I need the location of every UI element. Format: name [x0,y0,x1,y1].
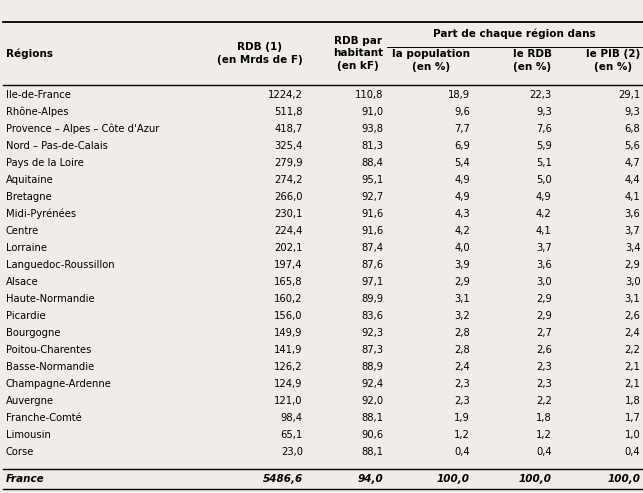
Text: 1,8: 1,8 [625,396,640,406]
Text: 165,8: 165,8 [275,277,303,287]
Text: 3,7: 3,7 [536,243,552,253]
Text: 81,3: 81,3 [361,141,383,151]
Text: 87,4: 87,4 [361,243,383,253]
Text: 2,9: 2,9 [536,294,552,304]
Text: 92,4: 92,4 [361,379,383,389]
Text: 88,9: 88,9 [361,362,383,372]
Text: 90,6: 90,6 [361,430,383,440]
Text: 3,2: 3,2 [455,311,470,321]
Text: France: France [6,474,44,484]
Text: 5,6: 5,6 [624,141,640,151]
Text: 100,0: 100,0 [437,474,470,484]
Text: 88,4: 88,4 [361,158,383,168]
Text: 3,6: 3,6 [625,209,640,219]
Text: 1,2: 1,2 [536,430,552,440]
Text: 4,9: 4,9 [536,192,552,202]
Text: 18,9: 18,9 [448,90,470,100]
Text: Part de chaque région dans: Part de chaque région dans [433,28,595,38]
Text: 97,1: 97,1 [361,277,383,287]
Text: Basse-Normandie: Basse-Normandie [6,362,94,372]
Text: 2,9: 2,9 [536,311,552,321]
Text: 4,2: 4,2 [455,226,470,236]
Text: Régions: Régions [6,48,53,59]
Text: Lorraine: Lorraine [6,243,47,253]
Text: Bretagne: Bretagne [6,192,51,202]
Text: 23,0: 23,0 [281,447,303,457]
Text: 87,3: 87,3 [361,345,383,355]
Text: 325,4: 325,4 [275,141,303,151]
Text: RDB (1)
(en Mrds de F): RDB (1) (en Mrds de F) [217,42,303,65]
Text: Nord – Pas-de-Calais: Nord – Pas-de-Calais [6,141,107,151]
Text: 2,4: 2,4 [455,362,470,372]
Text: 3,1: 3,1 [625,294,640,304]
Text: 2,3: 2,3 [455,379,470,389]
Text: 4,0: 4,0 [455,243,470,253]
Text: 6,9: 6,9 [454,141,470,151]
Text: Ile-de-France: Ile-de-France [6,90,71,100]
Text: Corse: Corse [6,447,34,457]
Text: 2,9: 2,9 [624,260,640,270]
Text: 0,4: 0,4 [625,447,640,457]
Text: RDB par
habitant
(en kF): RDB par habitant (en kF) [333,36,383,71]
Text: 2,3: 2,3 [455,396,470,406]
Text: 2,2: 2,2 [536,396,552,406]
Text: 100,0: 100,0 [519,474,552,484]
Text: 4,4: 4,4 [625,175,640,185]
Text: 5,9: 5,9 [536,141,552,151]
Text: 4,1: 4,1 [625,192,640,202]
Text: la population
(en %): la population (en %) [392,49,470,71]
Text: Haute-Normandie: Haute-Normandie [6,294,95,304]
Text: 266,0: 266,0 [275,192,303,202]
Text: 2,2: 2,2 [624,345,640,355]
Text: 4,9: 4,9 [455,175,470,185]
Text: 141,9: 141,9 [275,345,303,355]
Text: 121,0: 121,0 [275,396,303,406]
Text: Champagne-Ardenne: Champagne-Ardenne [6,379,112,389]
Text: 88,1: 88,1 [361,447,383,457]
Text: Provence – Alpes – Côte d'Azur: Provence – Alpes – Côte d'Azur [6,123,159,134]
Text: 124,9: 124,9 [275,379,303,389]
Text: Aquitaine: Aquitaine [6,175,53,185]
Text: Bourgogne: Bourgogne [6,328,60,338]
Text: 5486,6: 5486,6 [262,474,303,484]
Text: Auvergne: Auvergne [6,396,54,406]
Text: 5,1: 5,1 [536,158,552,168]
Text: 156,0: 156,0 [275,311,303,321]
Text: 2,3: 2,3 [536,379,552,389]
Text: 230,1: 230,1 [275,209,303,219]
Text: 4,9: 4,9 [455,192,470,202]
Text: 2,8: 2,8 [455,345,470,355]
Text: Centre: Centre [6,226,39,236]
Text: 7,6: 7,6 [536,124,552,134]
Text: Rhône-Alpes: Rhône-Alpes [6,106,68,117]
Text: 94,0: 94,0 [358,474,383,484]
Text: 4,1: 4,1 [536,226,552,236]
Text: 511,8: 511,8 [275,106,303,117]
Text: 100,0: 100,0 [608,474,640,484]
Text: 6,8: 6,8 [625,124,640,134]
Text: 1224,2: 1224,2 [268,90,303,100]
Text: 29,1: 29,1 [618,90,640,100]
Text: 1,8: 1,8 [536,413,552,423]
Text: 149,9: 149,9 [275,328,303,338]
Text: 65,1: 65,1 [280,430,303,440]
Text: 9,3: 9,3 [536,106,552,117]
Text: 3,4: 3,4 [625,243,640,253]
Text: 3,0: 3,0 [536,277,552,287]
Text: 83,6: 83,6 [361,311,383,321]
Text: 4,7: 4,7 [625,158,640,168]
Text: 2,7: 2,7 [536,328,552,338]
Text: 9,6: 9,6 [454,106,470,117]
Text: 274,2: 274,2 [275,175,303,185]
Text: 7,7: 7,7 [454,124,470,134]
Text: 93,8: 93,8 [361,124,383,134]
Text: 0,4: 0,4 [536,447,552,457]
Text: 3,6: 3,6 [536,260,552,270]
Text: 224,4: 224,4 [275,226,303,236]
Text: 89,9: 89,9 [361,294,383,304]
Text: 3,9: 3,9 [455,260,470,270]
Text: Picardie: Picardie [6,311,46,321]
Text: 88,1: 88,1 [361,413,383,423]
Text: 9,3: 9,3 [625,106,640,117]
Text: 2,6: 2,6 [536,345,552,355]
